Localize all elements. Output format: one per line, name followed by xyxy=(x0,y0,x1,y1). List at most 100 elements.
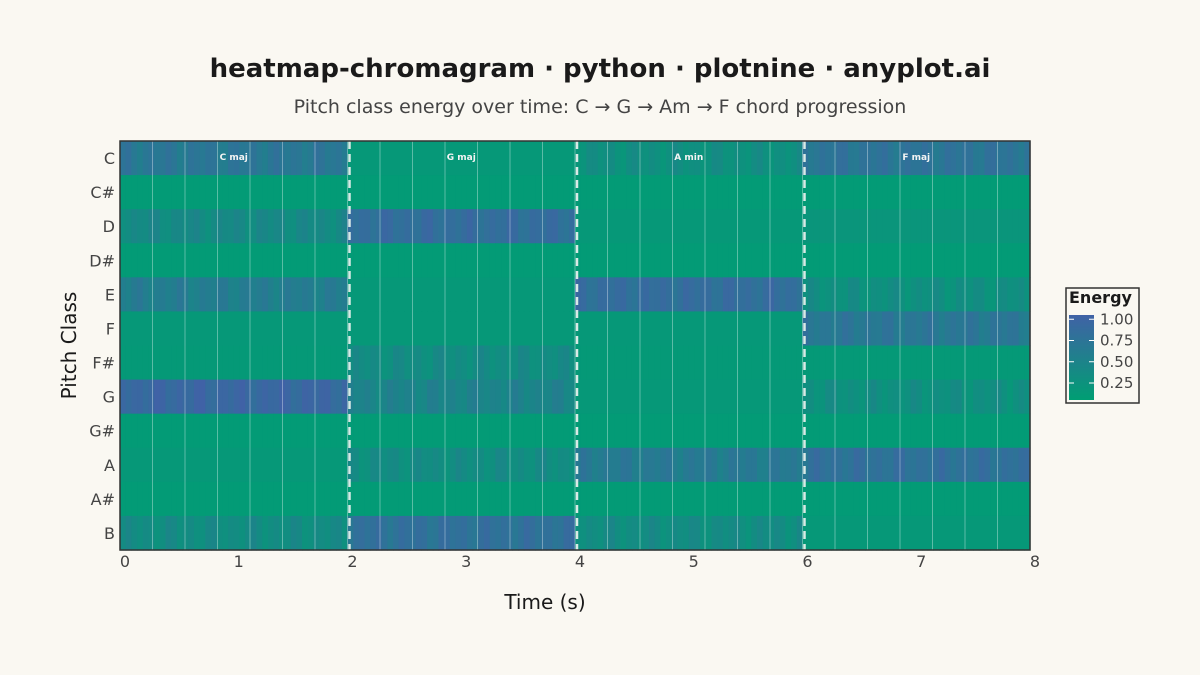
heatmap-cell xyxy=(410,413,417,449)
heatmap-cell xyxy=(444,277,451,313)
heatmap-cell xyxy=(688,243,696,278)
heatmap-cell xyxy=(580,481,587,517)
heatmap-cell xyxy=(330,175,337,210)
heatmap-cell xyxy=(387,413,394,449)
heatmap-cell xyxy=(336,277,343,313)
heatmap-cell xyxy=(882,413,889,449)
heatmap-cell xyxy=(592,515,599,551)
heatmap-cell xyxy=(779,481,787,517)
heatmap-cell xyxy=(950,447,957,483)
heatmap-cell xyxy=(199,311,206,347)
heatmap-cell xyxy=(449,345,457,381)
heatmap-cell xyxy=(842,413,849,449)
heatmap-cell xyxy=(137,277,144,313)
heatmap-cell xyxy=(205,413,212,449)
heatmap-cell xyxy=(751,243,758,278)
heatmap-cell xyxy=(324,141,332,176)
heatmap-cell xyxy=(978,481,986,517)
heatmap-cell xyxy=(466,311,474,347)
heatmap-cell xyxy=(410,311,417,347)
heatmap-cell xyxy=(637,277,644,313)
heatmap-cell xyxy=(751,311,758,347)
heatmap-cell xyxy=(705,209,713,244)
heatmap-cell xyxy=(222,311,229,347)
heatmap-cell xyxy=(484,209,491,244)
heatmap-cell xyxy=(973,481,980,517)
heatmap-cell xyxy=(222,277,229,313)
heatmap-cell xyxy=(233,413,241,449)
heatmap-cell xyxy=(472,277,479,313)
heatmap-cell xyxy=(796,447,804,483)
heatmap-cell xyxy=(677,209,684,244)
heatmap-cell xyxy=(364,481,371,517)
heatmap-cell xyxy=(648,447,656,483)
heatmap-cell xyxy=(893,277,900,313)
heatmap-cell xyxy=(580,447,587,483)
heatmap-cell xyxy=(239,447,246,483)
heatmap-cell xyxy=(705,345,713,381)
heatmap-cell xyxy=(961,379,969,415)
heatmap-cell xyxy=(165,345,172,381)
heatmap-cell xyxy=(688,311,696,347)
heatmap-cell xyxy=(916,277,923,313)
heatmap-cell xyxy=(700,209,707,244)
heatmap-cell xyxy=(512,515,519,551)
heatmap-cell xyxy=(148,311,155,347)
heatmap-cell xyxy=(336,379,343,415)
heatmap-cell xyxy=(256,345,263,381)
heatmap-cell xyxy=(836,243,843,278)
heatmap-cell xyxy=(239,515,246,551)
heatmap-cell xyxy=(660,277,667,313)
heatmap-cell xyxy=(375,277,383,313)
heatmap-cell xyxy=(882,481,889,517)
heatmap-cell xyxy=(978,345,986,381)
heatmap-cell xyxy=(540,311,548,347)
heatmap-cell xyxy=(120,481,127,517)
heatmap-cell xyxy=(944,379,951,415)
heatmap-cell xyxy=(722,209,730,244)
heatmap-cell xyxy=(228,311,235,347)
heatmap-cell xyxy=(660,175,667,210)
heatmap-cell xyxy=(273,447,280,483)
heatmap-cell xyxy=(609,209,616,244)
heatmap-cell xyxy=(501,243,508,278)
heatmap-cell xyxy=(330,209,337,244)
heatmap-cell xyxy=(358,515,366,551)
heatmap-cell xyxy=(910,141,917,176)
heatmap-cell xyxy=(569,209,576,244)
heatmap-cell xyxy=(757,277,764,313)
heatmap-cell xyxy=(620,379,627,415)
heatmap-cell xyxy=(705,447,713,483)
heatmap-cell xyxy=(597,379,605,415)
heatmap-cell xyxy=(302,175,309,210)
heatmap-cell xyxy=(120,243,127,278)
heatmap-cell xyxy=(842,277,849,313)
heatmap-cell xyxy=(296,311,303,347)
heatmap-cell xyxy=(643,175,650,210)
heatmap-cell xyxy=(557,311,565,347)
heatmap-cell xyxy=(904,345,912,381)
heatmap-cell xyxy=(148,175,155,210)
heatmap-cell xyxy=(779,243,787,278)
heatmap-cell xyxy=(302,515,309,551)
heatmap-cell xyxy=(393,413,400,449)
heatmap-cell xyxy=(739,311,747,347)
heatmap-cell xyxy=(990,243,997,278)
heatmap-cell xyxy=(171,175,178,210)
heatmap-cell xyxy=(353,277,360,313)
heatmap-cell xyxy=(455,141,462,176)
heatmap-cell xyxy=(142,515,150,551)
heatmap-cell xyxy=(813,481,821,517)
heatmap-cell xyxy=(984,515,991,551)
heatmap-cell xyxy=(193,515,201,551)
heatmap-cell xyxy=(472,311,479,347)
heatmap-cell xyxy=(228,141,235,176)
heatmap-cell xyxy=(1001,311,1008,347)
heatmap-cell xyxy=(603,311,610,347)
heatmap-cell xyxy=(950,175,957,210)
heatmap-cell xyxy=(711,413,718,449)
heatmap-cell xyxy=(785,413,792,449)
heatmap-cell xyxy=(546,447,553,483)
heatmap-cell xyxy=(648,345,656,381)
heatmap-cell xyxy=(734,413,741,449)
